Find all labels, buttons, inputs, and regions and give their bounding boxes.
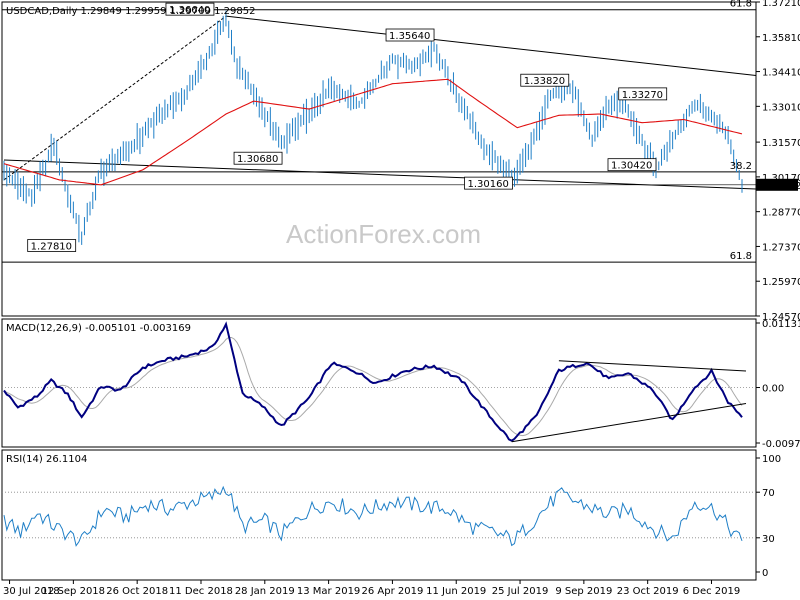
macd-line xyxy=(3,321,743,442)
level-label-box xyxy=(27,239,77,252)
price-y-tick-label: 1.33010 xyxy=(762,102,800,113)
fib-label: 38.2 xyxy=(730,161,752,172)
rsi-y-tick-label: 70 xyxy=(762,488,775,499)
level-label-box xyxy=(233,151,283,165)
x-tick-label: 26 Apr 2019 xyxy=(361,586,423,597)
level-label: 1.30160 xyxy=(467,179,508,190)
fib-label: 61.8 xyxy=(730,0,752,10)
x-tick-label: 12 Sep 2018 xyxy=(42,586,105,597)
level-label-box xyxy=(618,87,668,101)
macd-y-tick-label: 0.011313 xyxy=(762,319,800,330)
rsi-y-tick-label: 0 xyxy=(762,568,768,579)
x-tick-label: 13 Mar 2019 xyxy=(297,586,360,597)
level-label-box xyxy=(165,2,215,16)
x-tick-label: 28 Jan 2019 xyxy=(235,586,295,597)
lower-trendline xyxy=(3,159,757,190)
price-y-tick-label: 1.27370 xyxy=(762,242,800,253)
price-y-tick-label: 1.28770 xyxy=(762,208,800,219)
watermark: ActionForex.com xyxy=(286,219,481,249)
fib-label: 61.8 xyxy=(730,251,752,262)
level-label: 1.33820 xyxy=(524,76,565,87)
rsi-y-tick-label: 30 xyxy=(762,534,775,545)
level-label: 1.35640 xyxy=(389,31,430,42)
price-y-tick-label: 1.30170 xyxy=(762,173,800,184)
rsi-panel-title: RSI(14) 26.1104 xyxy=(6,454,87,465)
level-label-box xyxy=(607,158,657,172)
level-label-box xyxy=(464,176,513,190)
moving-average-line xyxy=(3,78,743,186)
x-tick-label: 9 Sep 2019 xyxy=(555,586,612,597)
dotted-trendline xyxy=(3,15,227,181)
x-tick-label: 25 Jul 2019 xyxy=(492,586,549,597)
price-y-tick-label: 1.25970 xyxy=(762,277,800,288)
level-label: 1.30420 xyxy=(611,161,652,172)
price-y-tick-label: 1.31570 xyxy=(762,138,800,149)
level-label: 1.33270 xyxy=(622,90,663,101)
x-tick-label: 30 Jul 2018 xyxy=(3,586,60,597)
price-panel-title: USDCAD,Daily 1.29849 1.29959 1.29709 1.2… xyxy=(6,6,256,17)
x-tick-label: 6 Dec 2019 xyxy=(683,586,741,597)
price-y-tick-label: 1.34410 xyxy=(762,68,800,79)
price-y-tick-label: 1.35810 xyxy=(762,33,800,44)
level-label-box xyxy=(520,73,570,87)
x-tick-label: 11 Dec 2018 xyxy=(169,586,233,597)
rsi-line xyxy=(3,485,743,547)
price-y-tick-label: 1.24570 xyxy=(762,312,800,323)
macd-upper-trendline xyxy=(558,360,747,372)
x-tick-label: 11 Jun 2019 xyxy=(426,586,486,597)
rsi-panel xyxy=(1,449,757,581)
x-tick-label: 26 Oct 2018 xyxy=(106,586,168,597)
level-label: 1.30680 xyxy=(237,154,278,165)
macd-y-tick-label: -0.009729 xyxy=(762,439,800,450)
price-y-tick-label: 1.37210 xyxy=(762,0,800,9)
upper-trendline xyxy=(225,15,757,77)
macd-lower-trendline xyxy=(511,402,747,443)
macd-y-tick-label: 0.00 xyxy=(762,384,784,395)
x-tick-label: 23 Oct 2019 xyxy=(617,586,679,597)
last-price-tag xyxy=(756,178,798,191)
rsi-y-tick-label: 100 xyxy=(762,454,781,465)
last-price-label: 1.29852 xyxy=(760,181,800,192)
level-label: 1.27810 xyxy=(31,242,72,253)
level-label-box xyxy=(385,28,435,42)
macd-panel-title: MACD(12,26,9) -0.005101 -0.003169 xyxy=(6,323,191,334)
level-label: 1.36640 xyxy=(169,5,210,16)
